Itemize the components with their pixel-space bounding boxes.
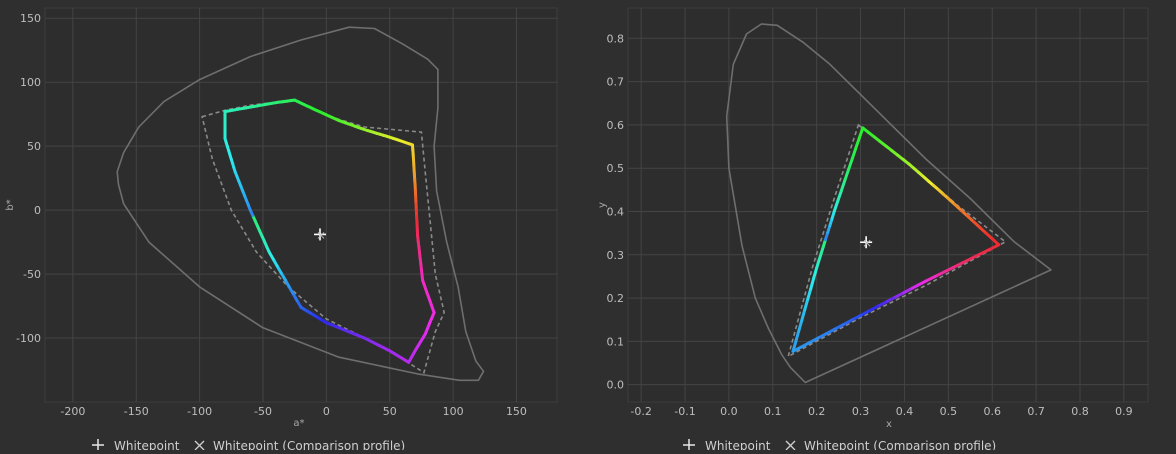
y-tick-label: 0.7 [607,76,625,89]
x-tick-label: 0.3 [852,405,870,418]
y-tick-label: -100 [16,332,41,345]
y-tick-label: -50 [23,268,41,281]
x-tick-label: 0.6 [983,405,1001,418]
x-tick-label: 0 [323,405,330,418]
y-tick-label: 100 [20,76,41,89]
y-tick-label: 0.6 [607,119,625,132]
comparison-whitepoint-legend-label: Whitepoint (Comparison profile) [213,439,405,450]
y-tick-label: 0.4 [607,205,625,218]
x-tick-label: 0.4 [896,405,914,418]
x-tick-label: 50 [383,405,397,418]
xy-chart-panel: -0.2 -0.1 0.0 0.1 0.2 0.3 0.4 0.5 0.6 0.7 0.8 0.9 0… [597,8,1148,430]
lab-legend: Whitepoint Whitepoint (Comparison profil… [92,439,405,450]
xy-plot-area [628,8,1148,402]
y-tick-label: 0.5 [607,162,625,175]
x-tick-label: 0.1 [764,405,782,418]
y-tick-label: 0.8 [607,32,625,45]
x-tick-label: 0.8 [1071,405,1089,418]
whitepoint-legend-label: Whitepoint [114,439,180,450]
y-tick-label: 0.2 [607,292,625,305]
comparison-whitepoint-legend-icon [786,441,795,450]
x-tick-label: 0.0 [720,405,738,418]
lab-y-tick-labels: -100 -50 0 50 100 150 [16,12,41,345]
whitepoint-legend-label: Whitepoint [705,439,771,450]
xy-y-axis-label: y [597,202,608,208]
lab-x-tick-labels: -200 -150 -100 -50 0 50 100 150 [60,405,527,418]
x-tick-label: -150 [124,405,149,418]
x-tick-label: 0.2 [808,405,826,418]
lab-x-axis-label: a* [293,418,304,429]
x-tick-label: -0.1 [674,405,695,418]
x-tick-label: 0.5 [940,405,958,418]
lab-y-axis-label: b* [5,199,16,210]
x-tick-label: -50 [254,405,272,418]
x-tick-label: -0.2 [630,405,651,418]
x-tick-label: -100 [187,405,212,418]
xy-y-tick-labels: 0.0 0.1 0.2 0.3 0.4 0.5 0.6 0.7 0.8 [607,32,625,391]
y-tick-label: 0.3 [607,249,625,262]
y-tick-label: 0.0 [607,379,625,392]
whitepoint-legend-icon [683,439,695,450]
x-tick-label: 0.9 [1115,405,1133,418]
x-tick-label: 150 [506,405,527,418]
x-tick-label: 0.7 [1027,405,1045,418]
x-tick-label: 100 [443,405,464,418]
whitepoint-legend-icon [92,439,104,450]
xy-legend: Whitepoint Whitepoint (Comparison profil… [683,439,996,450]
comparison-whitepoint-legend-label: Whitepoint (Comparison profile) [804,439,996,450]
xy-x-axis-label: x [886,419,892,430]
y-tick-label: 0.1 [607,335,625,348]
x-tick-label: -200 [60,405,85,418]
y-tick-label: 0 [34,204,41,217]
y-tick-label: 50 [27,140,41,153]
y-tick-label: 150 [20,12,41,25]
comparison-whitepoint-legend-icon [195,441,204,450]
lab-chart-panel: -200 -150 -100 -50 0 50 100 150 -100 -50 0 50 100 15… [5,8,557,429]
xy-x-tick-labels: -0.2 -0.1 0.0 0.1 0.2 0.3 0.4 0.5 0.6 0.7 0.8 0.9 [630,405,1132,418]
